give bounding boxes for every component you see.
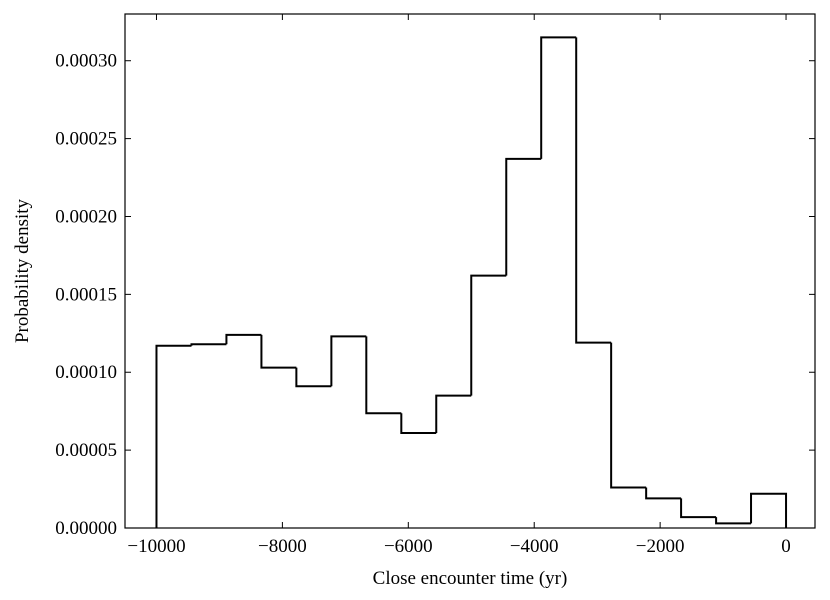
histogram-step	[225, 333, 262, 345]
x-tick-label: 0	[781, 536, 791, 557]
histogram-step	[610, 342, 647, 489]
y-tick-label: 0.00000	[55, 518, 117, 539]
x-tick-label: −8000	[258, 536, 307, 557]
histogram-step	[295, 367, 332, 388]
histogram-step	[330, 335, 367, 387]
histogram-step	[470, 274, 507, 396]
y-tick-label: 0.00020	[55, 206, 117, 227]
y-axis-label: Probability density	[12, 198, 33, 343]
x-tick-label: −6000	[384, 536, 433, 557]
y-tick-label: 0.00005	[55, 440, 117, 461]
histogram-step	[400, 413, 437, 434]
histogram-step	[365, 336, 402, 415]
y-tick-label: 0.00025	[55, 129, 117, 150]
y-tick-label: 0.00010	[55, 362, 117, 383]
histogram-step	[540, 36, 577, 159]
histogram-step	[750, 492, 788, 528]
histogram-step	[715, 517, 752, 525]
histogram-step	[155, 344, 192, 528]
histogram-step	[190, 343, 227, 346]
plot-frame	[124, 13, 816, 529]
y-tick-label: 0.00030	[55, 51, 117, 72]
histogram-step	[260, 334, 297, 369]
y-tick-label: 0.00015	[55, 284, 117, 305]
histogram-step	[435, 394, 472, 433]
x-axis-label: Close encounter time (yr)	[373, 568, 568, 589]
x-tick-label: −10000	[127, 536, 185, 557]
x-tick-label: −4000	[510, 536, 559, 557]
x-tick-label: −2000	[636, 536, 685, 557]
histogram-step	[575, 37, 612, 344]
histogram-step	[680, 498, 717, 519]
histogram-step	[645, 487, 682, 500]
histogram-step	[505, 157, 542, 276]
